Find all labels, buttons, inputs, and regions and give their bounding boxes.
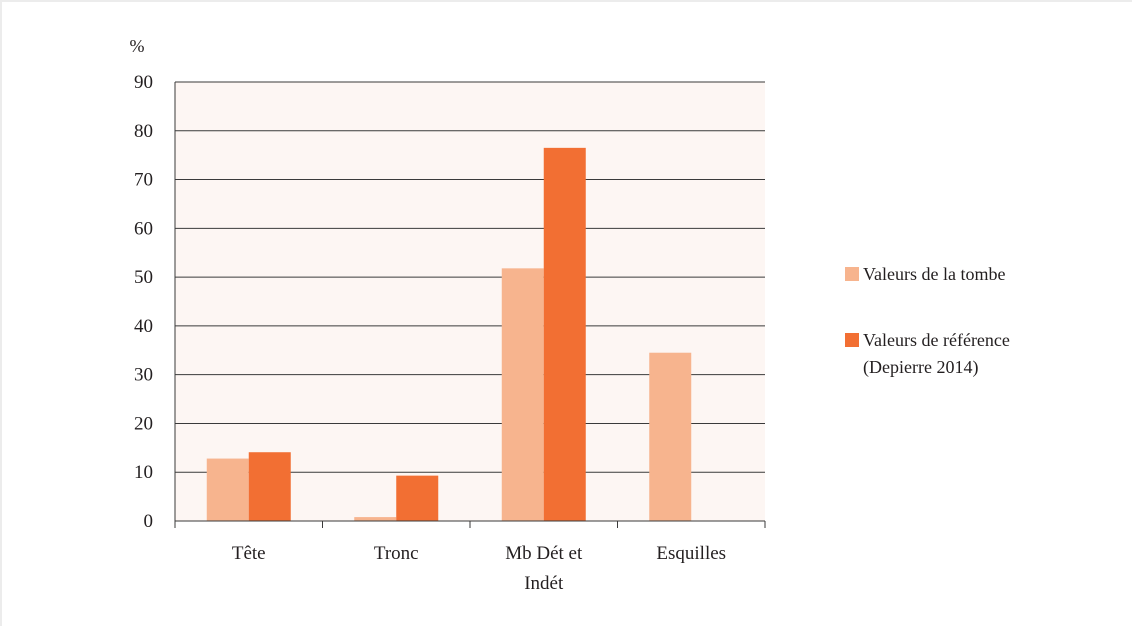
y-tick-label: 50 [134,267,153,288]
bar [649,352,692,521]
x-tick-label: Esquilles [656,543,726,564]
bar [501,268,544,521]
x-tick-label: Indét [524,573,564,594]
y-tick-label: 40 [134,316,153,337]
bar [248,452,291,521]
bar [206,458,249,521]
legend-label: (Depierre 2014) [863,357,978,378]
axis-labels: 0 10 20 30 40 50 60 70 80 90% Tête Tronc Mb Dét et In… [130,36,727,594]
y-tick-label: 80 [134,121,153,142]
y-tick-label: 20 [134,413,153,434]
y-tick-label: 0 [144,511,154,532]
bar [396,475,439,521]
legend-swatch [845,267,859,281]
x-tick-label: Tête [232,543,266,564]
bar [354,517,397,521]
legend-label: Valeurs de référence [863,330,1010,350]
bar [543,147,586,521]
y-tick-label: 30 [134,365,153,386]
y-tick-label: 70 [134,170,153,191]
y-tick-label: 60 [134,218,153,239]
y-tick-label: 90 [134,72,153,93]
x-tick-label: Tronc [374,543,419,564]
x-tick-label: Mb Dét et [505,543,583,564]
axes [174,82,766,528]
y-axis-label: % [130,36,145,56]
y-tick-label: 10 [134,462,153,483]
legend: Valeurs de la tombe Valeurs de référence (… [845,264,1010,378]
bars [206,147,692,521]
legend-swatch [845,333,859,347]
legend-label: Valeurs de la tombe [863,264,1005,284]
